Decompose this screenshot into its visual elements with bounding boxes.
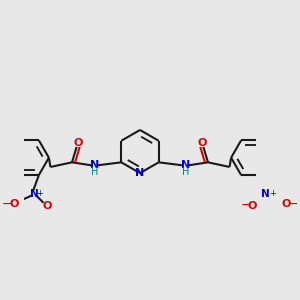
- Text: O: O: [10, 199, 19, 209]
- Text: +: +: [36, 189, 43, 198]
- Text: O: O: [197, 138, 206, 148]
- Text: O: O: [281, 199, 290, 209]
- Text: −: −: [287, 198, 298, 211]
- Text: +: +: [269, 189, 276, 198]
- Text: H: H: [91, 167, 98, 177]
- Text: N: N: [261, 189, 270, 199]
- Text: O: O: [248, 201, 257, 211]
- Text: H: H: [182, 167, 189, 177]
- Text: N: N: [30, 189, 39, 199]
- Text: −: −: [241, 200, 251, 212]
- Text: N: N: [135, 168, 145, 178]
- Text: N: N: [90, 160, 99, 170]
- Text: O: O: [74, 138, 83, 148]
- Text: N: N: [181, 160, 190, 170]
- Text: −: −: [2, 198, 13, 211]
- Text: O: O: [43, 201, 52, 211]
